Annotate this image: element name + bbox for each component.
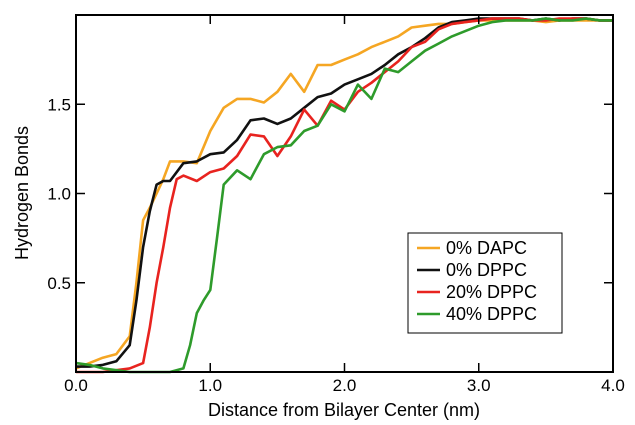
- y-axis-label: Hydrogen Bonds: [12, 126, 32, 260]
- x-axis-label: Distance from Bilayer Center (nm): [208, 400, 480, 420]
- legend-label-2: 20% DPPC: [446, 282, 537, 302]
- x-tick-label: 1.0: [198, 376, 222, 395]
- y-tick-label: 1.0: [47, 185, 71, 204]
- legend-label-0: 0% DAPC: [446, 238, 527, 258]
- x-tick-label: 3.0: [467, 376, 491, 395]
- legend-box: [407, 232, 563, 334]
- y-tick-label: 1.5: [47, 95, 71, 114]
- x-tick-label: 4.0: [601, 376, 625, 395]
- axis-ticks: 0.0 1.0 2.0 3.0 4.0 0.5 1.0 1.5: [47, 15, 625, 395]
- legend-label-1: 0% DPPC: [446, 260, 527, 280]
- legend-label-3: 40% DPPC: [446, 304, 537, 324]
- y-tick-label: 0.5: [47, 274, 71, 293]
- x-tick-label: 2.0: [333, 376, 357, 395]
- x-tick-label: 0.0: [64, 376, 88, 395]
